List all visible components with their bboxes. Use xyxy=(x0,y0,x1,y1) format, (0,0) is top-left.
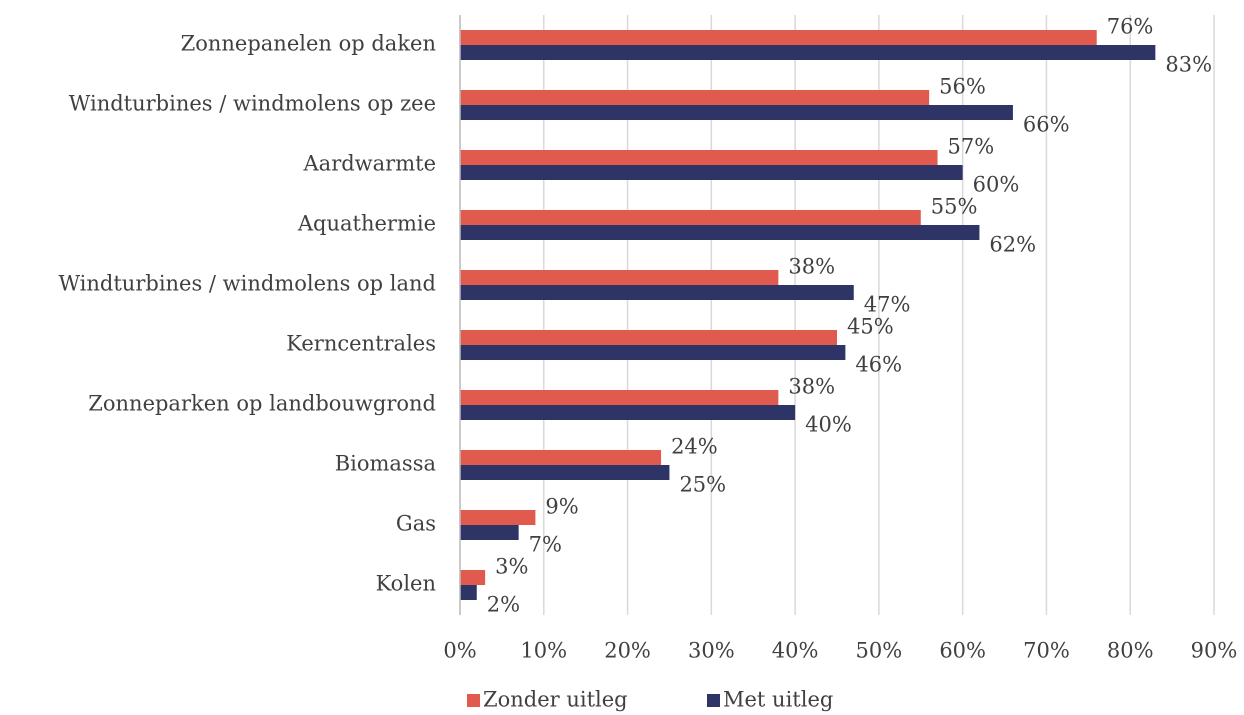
y-tick-label: Kolen xyxy=(376,572,436,596)
data-label: 57% xyxy=(948,135,995,159)
legend-swatch xyxy=(467,694,480,707)
bar xyxy=(460,270,779,285)
x-tick-label: 60% xyxy=(939,639,986,663)
data-label: 2% xyxy=(487,593,520,617)
x-tick-label: 70% xyxy=(1023,639,1070,663)
data-label: 9% xyxy=(545,495,578,519)
data-label: 56% xyxy=(939,75,986,99)
data-label: 38% xyxy=(788,375,835,399)
bar xyxy=(460,390,779,405)
data-label: 76% xyxy=(1107,15,1154,39)
bar xyxy=(460,150,938,165)
bar xyxy=(460,330,837,345)
data-label: 55% xyxy=(931,195,978,219)
x-tick-label: 90% xyxy=(1191,639,1238,663)
data-label: 46% xyxy=(855,353,902,377)
bar xyxy=(460,345,846,360)
bar xyxy=(460,285,854,300)
x-tick-label: 50% xyxy=(856,639,903,663)
data-label: 47% xyxy=(864,293,911,317)
bar xyxy=(460,105,1013,120)
y-tick-label: Biomassa xyxy=(335,452,436,476)
legend-label: Met uitleg xyxy=(723,688,833,712)
bar xyxy=(460,450,662,465)
bar xyxy=(460,570,486,585)
data-label: 45% xyxy=(847,315,894,339)
bar xyxy=(460,90,930,105)
y-tick-label: Aardwarmte xyxy=(303,152,436,176)
data-label: 40% xyxy=(805,413,852,437)
data-label: 83% xyxy=(1165,53,1212,77)
data-label: 7% xyxy=(529,533,562,557)
bar xyxy=(460,210,921,225)
bar xyxy=(460,45,1156,60)
y-tick-label: Aquathermie xyxy=(297,212,436,236)
data-label: 25% xyxy=(679,473,726,497)
x-tick-label: 40% xyxy=(772,639,819,663)
data-label: 3% xyxy=(495,555,528,579)
y-tick-label: Kerncentrales xyxy=(286,332,436,356)
legend-label: Zonder uitleg xyxy=(483,688,628,712)
bar xyxy=(460,225,980,240)
data-label: 24% xyxy=(671,435,718,459)
y-tick-label: Gas xyxy=(396,512,436,536)
y-tick-label: Windturbines / windmolens op zee xyxy=(69,92,436,116)
bar xyxy=(460,510,536,525)
y-tick-label: Zonnepanelen op daken xyxy=(181,32,436,56)
x-tick-label: 20% xyxy=(604,639,651,663)
x-tick-label: 80% xyxy=(1107,639,1154,663)
y-tick-label: Zonneparken op landbouwgrond xyxy=(88,392,436,416)
bar xyxy=(460,465,670,480)
bar xyxy=(460,525,519,540)
x-tick-label: 0% xyxy=(443,639,476,663)
data-label: 66% xyxy=(1023,113,1070,137)
bar xyxy=(460,585,477,600)
bar xyxy=(460,30,1097,45)
x-tick-label: 10% xyxy=(520,639,567,663)
data-label: 38% xyxy=(788,255,835,279)
data-label: 62% xyxy=(989,233,1036,257)
y-tick-label: Windturbines / windmolens op land xyxy=(58,272,436,296)
legend-swatch xyxy=(707,694,720,707)
bar xyxy=(460,405,796,420)
x-tick-label: 30% xyxy=(688,639,735,663)
bar xyxy=(460,165,963,180)
data-label: 60% xyxy=(973,173,1020,197)
